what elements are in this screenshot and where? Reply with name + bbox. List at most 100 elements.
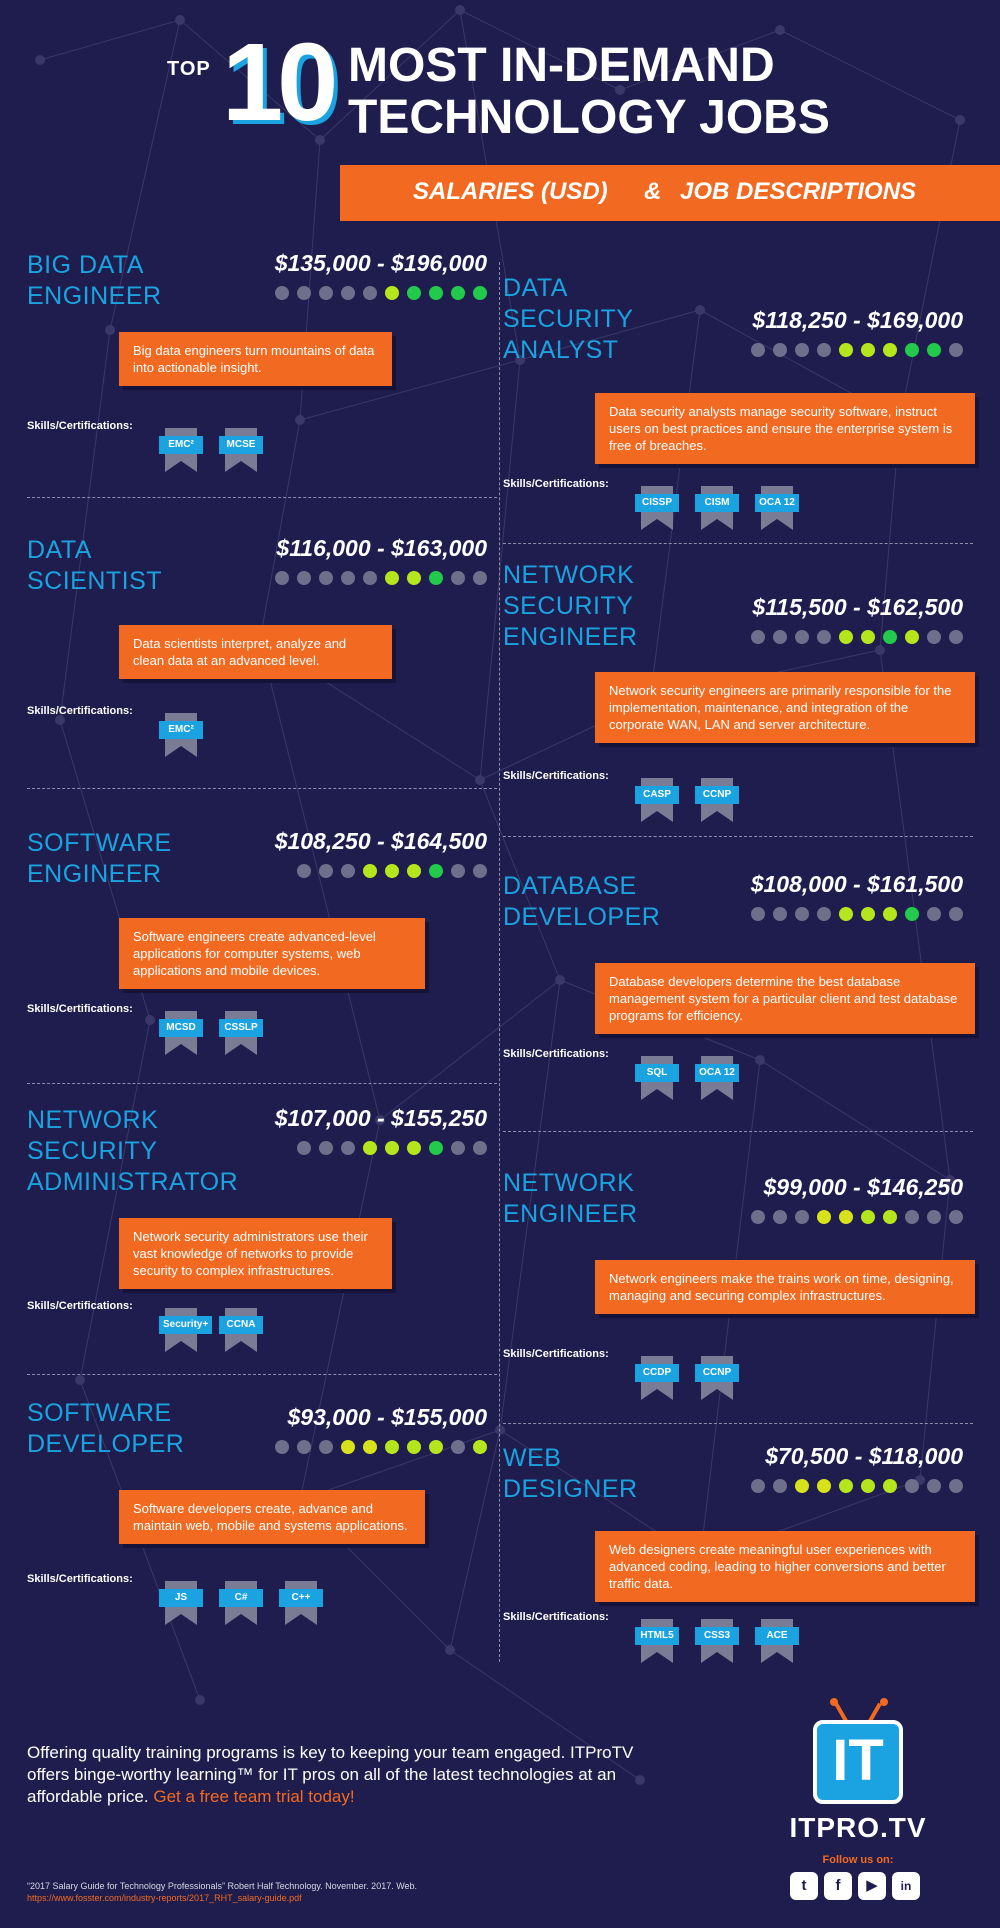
rating-dot (451, 571, 465, 585)
rating-dot (407, 286, 421, 300)
skills-label: Skills/Certifications: (503, 1611, 609, 1623)
rating-dot (949, 1210, 963, 1224)
salary-range: $115,500 - $162,500 (752, 594, 963, 620)
rating-dot (363, 286, 377, 300)
rating-dot (297, 571, 311, 585)
cert-badge: CSS3 (695, 1627, 739, 1645)
twitter-icon[interactable]: t (790, 1872, 818, 1900)
cert-badge: CSSLP (219, 1019, 263, 1037)
network-line (499, 979, 561, 1431)
salary-rating-dots (751, 1210, 963, 1224)
salary-range: $108,250 - $164,500 (274, 828, 487, 854)
footer-cta-link[interactable]: Get a free team trial today! (153, 1787, 355, 1806)
network-node (455, 5, 465, 15)
skills-label: Skills/Certifications: (27, 420, 133, 432)
cert-badge: HTML5 (635, 1627, 679, 1645)
cert-badge: CCNP (695, 1364, 739, 1382)
rating-dot (385, 571, 399, 585)
banner-salaries-text: SALARIES (USD) (413, 178, 608, 205)
job-title: SOFTWARE ENGINEER (27, 829, 172, 888)
network-node (515, 355, 525, 365)
rating-dot (927, 630, 941, 644)
job-card: SOFTWARE ENGINEER $108,250 - $164,500 Soft… (27, 828, 487, 1088)
rating-dot (341, 864, 355, 878)
rating-dot (429, 864, 443, 878)
job-description: Network engineers make the trains work o… (595, 1260, 975, 1314)
salary-rating-dots (751, 343, 963, 357)
rating-dot (839, 907, 853, 921)
cert-badge: CISM (695, 494, 739, 512)
network-node (475, 775, 485, 785)
rating-dot (297, 1440, 311, 1454)
skills-label: Skills/Certifications: (503, 1348, 609, 1360)
facebook-icon[interactable]: f (824, 1872, 852, 1900)
rating-dot (473, 571, 487, 585)
rating-dot (429, 286, 443, 300)
network-node (555, 975, 565, 985)
cert-badge: EMC² (159, 721, 203, 739)
divider-left-1 (27, 497, 497, 498)
header-title-line1: MOST IN-DEMAND (348, 39, 775, 92)
network-node (695, 305, 705, 315)
rating-dot (773, 1479, 787, 1493)
rating-dot (927, 1479, 941, 1493)
network-node (75, 1375, 85, 1385)
network-node (615, 85, 625, 95)
cert-badge: C++ (279, 1589, 323, 1607)
salary-range: $116,000 - $163,000 (276, 535, 487, 561)
cert-badge: CASP (635, 786, 679, 804)
network-node (295, 415, 305, 425)
rating-dot (473, 864, 487, 878)
citation-url[interactable]: https://www.fosster.com/industry-reports… (27, 1893, 302, 1903)
salary-range: $99,000 - $146,250 (763, 1174, 963, 1200)
rating-dot (817, 1210, 831, 1224)
cert-badge: JS (159, 1589, 203, 1607)
salary-rating-dots (751, 630, 963, 644)
linkedin-icon[interactable]: in (892, 1872, 920, 1900)
job-title: SOFTWARE DEVELOPER (27, 1399, 185, 1458)
network-line (449, 1429, 501, 1651)
youtube-icon[interactable]: ▶ (858, 1872, 886, 1900)
itprotv-logo[interactable] (813, 1720, 903, 1804)
network-line (109, 19, 181, 331)
cert-badge: ACE (755, 1627, 799, 1645)
rating-dot (407, 1141, 421, 1155)
skills-label: Skills/Certifications: (503, 1048, 609, 1060)
cert-badge: SQL (635, 1064, 679, 1082)
rating-dot (861, 907, 875, 921)
job-card: NETWORK SECURITY ADMINISTRATOR $107,000 -… (27, 1105, 487, 1365)
rating-dot (927, 343, 941, 357)
job-card: DATA SCIENTIST $116,000 - $163,000 Data sc… (27, 535, 487, 795)
rating-dot (385, 286, 399, 300)
divider-right-2 (503, 836, 973, 837)
rating-dot (839, 1479, 853, 1493)
job-title: WEB DESIGNER (503, 1444, 638, 1503)
job-card: DATABASE DEVELOPER $108,000 - $161,500 Dat… (503, 871, 975, 1131)
job-title: BIG DATA ENGINEER (27, 251, 162, 310)
rating-dot (883, 343, 897, 357)
rating-dot (883, 1479, 897, 1493)
job-card: NETWORK SECURITY ENGINEER $115,500 - $162… (503, 560, 975, 822)
job-title: NETWORK SECURITY ENGINEER (503, 561, 638, 651)
rating-dot (773, 1210, 787, 1224)
cert-badge: C# (219, 1589, 263, 1607)
job-card: NETWORK ENGINEER $99,000 - $146,250 Networ… (503, 1168, 975, 1428)
network-node (445, 1645, 455, 1655)
network-line (299, 1119, 381, 1501)
salary-rating-dots (275, 571, 487, 585)
rating-dot (751, 1210, 765, 1224)
job-description: Network security administrators use thei… (119, 1218, 392, 1289)
job-description: Software engineers create advanced-level… (119, 918, 425, 989)
rating-dot (817, 1479, 831, 1493)
salary-rating-dots (275, 286, 487, 300)
rating-dot (773, 343, 787, 357)
rating-dot (429, 1141, 443, 1155)
rating-dot (451, 286, 465, 300)
rating-dot (795, 1210, 809, 1224)
job-card: BIG DATA ENGINEER $135,000 - $196,000 Big … (27, 250, 487, 510)
job-title: NETWORK ENGINEER (503, 1169, 638, 1228)
rating-dot (839, 343, 853, 357)
network-line (619, 29, 781, 91)
cert-badge: CCNP (695, 786, 739, 804)
